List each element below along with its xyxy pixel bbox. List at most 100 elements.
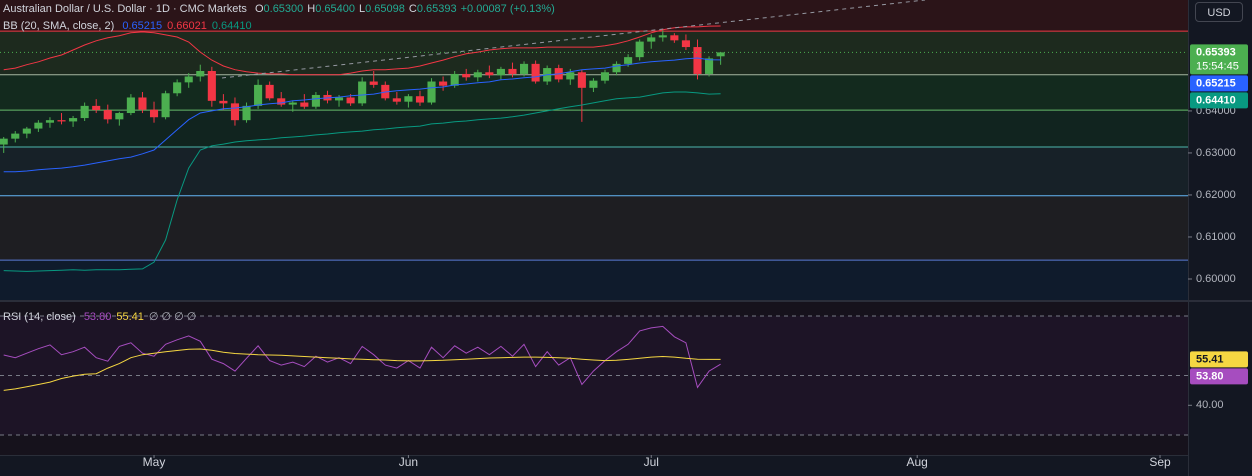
plot-layers [0, 0, 1188, 436]
ohlc-value: 0.65098 [365, 3, 405, 15]
y-tick-label: 0.62000 [1196, 189, 1236, 201]
candle-body [485, 72, 494, 76]
candle-body [0, 138, 8, 145]
candle-body [439, 81, 448, 86]
candle-body [624, 57, 633, 64]
currency-button[interactable]: USD [1195, 2, 1243, 22]
candle-body [34, 122, 43, 129]
y-tick-label: 0.60000 [1196, 273, 1236, 285]
candle-body [681, 40, 690, 48]
candle-body [566, 72, 575, 80]
candle-body [705, 58, 714, 74]
series-line [3, 57, 721, 173]
candle-body [600, 72, 610, 81]
zone [0, 0, 1188, 32]
candle-body [635, 41, 644, 58]
candle-body [670, 35, 679, 41]
price-label-box [1190, 92, 1248, 109]
candle-body [126, 97, 135, 114]
candle-body [462, 73, 471, 78]
candle-body [138, 97, 147, 110]
legend-value: 55.41 [116, 311, 144, 323]
y-tick-label: 40.00 [1196, 399, 1224, 411]
y-tick-label: 0.61000 [1196, 231, 1236, 243]
candle-body [265, 84, 274, 99]
zone [0, 260, 1188, 300]
price-label-sub: 15:54:45 [1196, 60, 1239, 72]
candle-body [647, 37, 656, 42]
ohlc-item: C0.65393 [409, 3, 457, 15]
candle-body [358, 81, 367, 104]
candle-body [22, 128, 31, 134]
price-change: +0.00087 (+0.13%) [460, 3, 555, 15]
candle-body [427, 81, 436, 103]
candle-body [334, 97, 344, 101]
ohlc-value: 0.65300 [263, 3, 304, 15]
candle-body [45, 120, 54, 123]
candle-body [473, 72, 482, 78]
zone [0, 147, 1188, 196]
candle-body [115, 113, 124, 120]
candle-body [392, 98, 401, 102]
price-label-box [1190, 44, 1248, 75]
y-tick-label: 0.63000 [1196, 147, 1236, 159]
candle-body [369, 81, 378, 85]
bb-name: BB (20, SMA, close, 2) [3, 20, 115, 32]
candle-body [519, 63, 529, 74]
series-line [3, 25, 721, 76]
candle-body [161, 93, 170, 118]
price-label-box [1190, 351, 1248, 368]
x-tick-label: Aug [907, 455, 928, 469]
candle-body [254, 84, 263, 106]
candle-body [693, 47, 702, 74]
series-line [3, 91, 721, 272]
candle-body [311, 94, 320, 107]
series-line [3, 348, 721, 391]
candle-body [196, 71, 205, 77]
trend-line [221, 0, 926, 79]
x-tick-label: May [143, 455, 166, 469]
candle-body [57, 120, 66, 122]
price-label: 0.64410 [1196, 94, 1236, 106]
x-tick-label: Jun [399, 455, 418, 469]
legend-value: 0.64410 [211, 20, 252, 32]
candle-body [80, 105, 89, 119]
candle-body [589, 80, 598, 88]
price-label: 0.65215 [1196, 77, 1236, 89]
x-tick-label: Jul [644, 455, 659, 469]
ohlc-item: L0.65098 [359, 3, 405, 15]
rsi-legend: RSI (14, close) 53.80 55.41 ∅ ∅ ∅ ∅ [3, 310, 201, 323]
zone [0, 110, 1188, 148]
bb-legend: BB (20, SMA, close, 2) 0.65215 0.66021 0.6… [3, 20, 257, 32]
candle-body [346, 97, 355, 104]
ohlc-item: H0.65400 [307, 3, 355, 15]
price-label: 55.41 [1196, 353, 1224, 365]
candle-body [577, 72, 586, 88]
candle-body [11, 133, 20, 139]
legend-value: 0.65215 [122, 20, 163, 32]
series-line [3, 325, 721, 389]
price-label-box [1190, 368, 1248, 385]
zone [0, 195, 1188, 261]
ohlc-key: H [307, 3, 316, 15]
candle-body [92, 105, 101, 111]
ohlc-value: 0.65400 [315, 3, 355, 15]
price-label: 0.65393 [1196, 46, 1236, 58]
candle-body [277, 98, 286, 105]
candle-body [450, 73, 459, 86]
candle-body [508, 68, 517, 74]
rsi-name: RSI (14, close) [3, 311, 76, 323]
ohlc-key: O [254, 3, 264, 15]
candle-body [230, 103, 240, 121]
ohlc-value: 0.65393 [416, 3, 457, 15]
zone [0, 31, 1188, 75]
candle-body [404, 96, 413, 102]
candle-body [242, 105, 251, 121]
ohlc-key: L [359, 3, 366, 15]
candle-body [288, 102, 297, 105]
symbol-title: Australian Dollar / U.S. Dollar · 1D · C… [3, 3, 247, 15]
legend-value: 0.66021 [167, 20, 207, 32]
candle-body [69, 118, 78, 122]
ohlc-item: O0.65300 [255, 3, 303, 15]
